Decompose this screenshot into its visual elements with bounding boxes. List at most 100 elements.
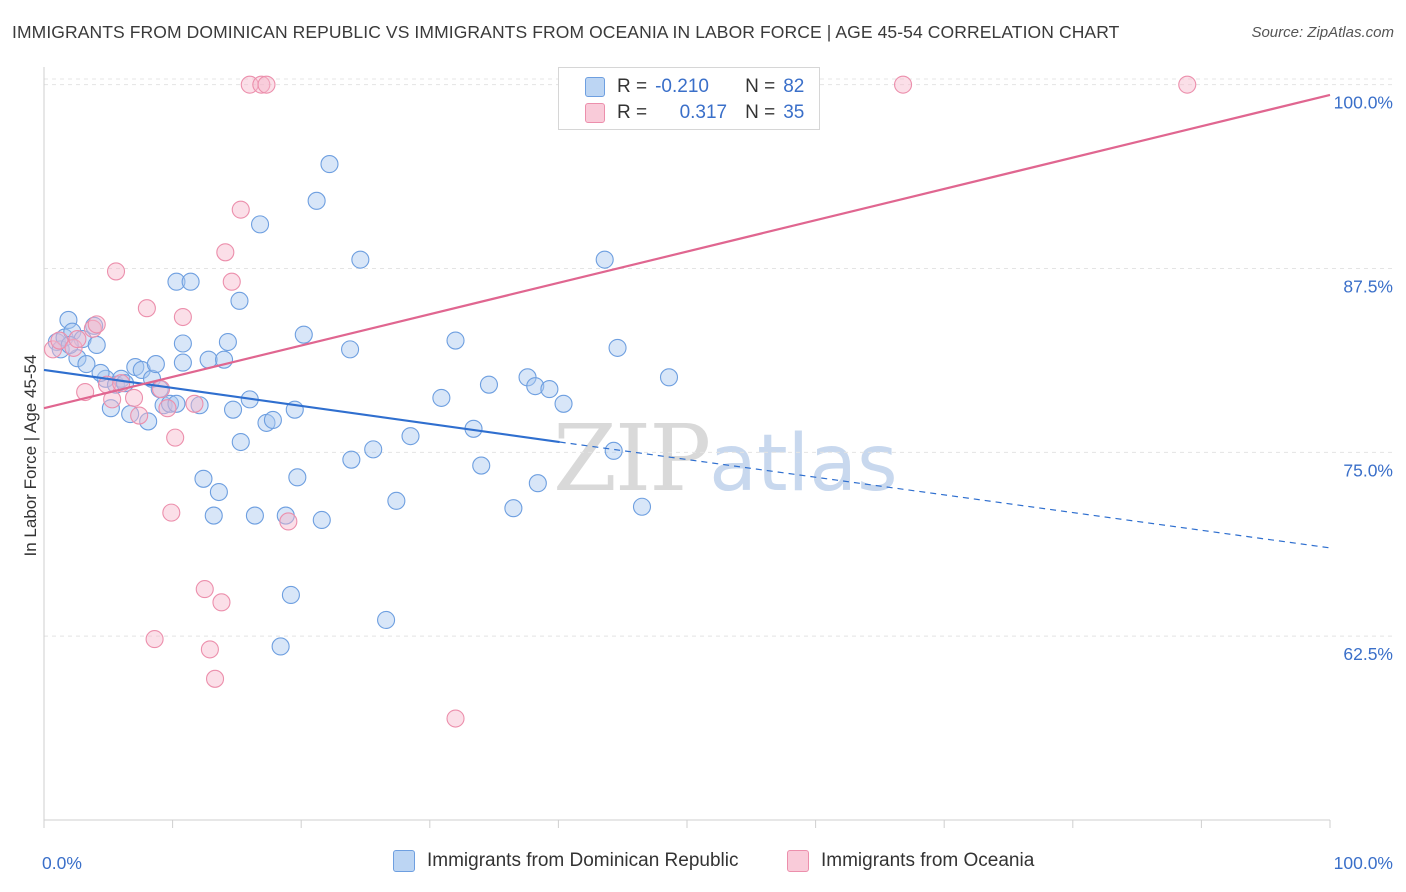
data-point-oceania bbox=[87, 315, 106, 334]
x-tick-label: 0.0% bbox=[42, 853, 82, 873]
series-oceania-points bbox=[43, 75, 1197, 728]
data-point-dominican bbox=[87, 335, 106, 355]
data-point-oceania bbox=[252, 75, 271, 94]
tick-labels: 62.5% 75.0% 87.5% 100.0% 0.0% 100.0% bbox=[42, 93, 1393, 873]
data-point-dominican bbox=[659, 368, 679, 387]
data-point-dominican bbox=[167, 394, 186, 413]
data-point-oceania bbox=[222, 272, 241, 291]
data-point-oceania bbox=[231, 200, 250, 219]
correlation-stats-box: R = -0.210 N = 82 R = 0.317 N = 35 bbox=[558, 67, 820, 130]
data-point-dominican bbox=[432, 388, 451, 407]
data-point-oceania bbox=[50, 331, 69, 350]
data-point-oceania bbox=[257, 75, 276, 94]
data-point-oceania bbox=[68, 330, 87, 349]
data-point-oceania bbox=[893, 75, 913, 94]
data-point-oceania bbox=[130, 406, 149, 425]
data-point-dominican bbox=[288, 468, 307, 487]
y-tick-label: 100.0% bbox=[1334, 93, 1393, 113]
data-point-oceania bbox=[200, 640, 219, 659]
data-point-oceania bbox=[151, 380, 171, 399]
trend-line-oceania bbox=[43, 93, 1331, 410]
data-point-dominican bbox=[231, 432, 250, 452]
y-tick-label: 87.5% bbox=[1343, 276, 1393, 296]
data-point-dominican bbox=[223, 400, 243, 419]
stats-n-label: N = bbox=[745, 102, 776, 123]
y-tick-label: 75.0% bbox=[1343, 460, 1393, 480]
data-point-dominican bbox=[281, 585, 300, 605]
watermark-atlas: atlas bbox=[709, 419, 898, 509]
data-point-oceania bbox=[64, 338, 83, 357]
data-point-dominican bbox=[595, 250, 614, 269]
data-point-oceania bbox=[195, 580, 214, 599]
data-point-oceania bbox=[145, 630, 164, 649]
trend-lines bbox=[43, 93, 1331, 549]
data-point-dominican bbox=[320, 155, 339, 174]
stats-n-label: N = bbox=[745, 76, 776, 97]
legend: Immigrants from Dominican Republic Immig… bbox=[0, 850, 1406, 878]
data-point-oceania bbox=[185, 394, 204, 413]
legend-label-oceania: Immigrants from Oceania bbox=[821, 850, 1035, 871]
legend-item-dominican[interactable]: Immigrants from Dominican Republic bbox=[393, 850, 739, 872]
gridlines bbox=[44, 78, 1392, 637]
data-point-dominican bbox=[146, 355, 165, 374]
y-axis-label: In Labor Force | Age 45-54 bbox=[21, 355, 40, 557]
data-point-dominican bbox=[540, 380, 559, 399]
data-point-dominican bbox=[504, 499, 523, 518]
data-point-oceania bbox=[212, 593, 231, 612]
data-point-dominican bbox=[173, 334, 192, 353]
data-point-dominican bbox=[204, 506, 223, 525]
data-point-oceania bbox=[124, 388, 144, 407]
stats-r-value: -0.210 bbox=[655, 76, 709, 97]
data-point-dominican bbox=[526, 377, 545, 396]
stats-row-oceania: R = 0.317 N = 35 bbox=[585, 101, 804, 125]
stats-n-value: 82 bbox=[783, 76, 805, 97]
data-point-dominican bbox=[68, 349, 87, 368]
data-point-dominican bbox=[341, 340, 360, 359]
data-point-dominican bbox=[312, 510, 331, 530]
data-point-dominican bbox=[77, 355, 96, 374]
data-point-dominican bbox=[307, 191, 326, 210]
axes: In Labor Force | Age 45-54 bbox=[21, 67, 1331, 828]
y-tick-label: 62.5% bbox=[1343, 644, 1393, 664]
data-point-dominican bbox=[194, 469, 213, 488]
data-point-dominican bbox=[139, 412, 158, 431]
stats-swatch-pink bbox=[585, 103, 605, 123]
data-point-dominican bbox=[181, 272, 200, 291]
watermark-zip: ZIP bbox=[553, 405, 711, 512]
chart-title: IMMIGRANTS FROM DOMINICAN REPUBLIC VS IM… bbox=[12, 22, 1120, 42]
data-point-dominican bbox=[604, 441, 623, 460]
data-point-oceania bbox=[446, 709, 465, 728]
data-point-oceania bbox=[162, 503, 181, 522]
data-point-oceania bbox=[1178, 75, 1197, 94]
data-point-oceania bbox=[173, 307, 192, 327]
data-point-oceania bbox=[205, 669, 225, 688]
source-credit: Source: ZipAtlas.com bbox=[1251, 24, 1394, 41]
data-point-dominican bbox=[554, 394, 573, 413]
data-point-oceania bbox=[106, 262, 126, 281]
data-point-dominican bbox=[472, 456, 491, 475]
legend-swatch-pink bbox=[787, 850, 809, 872]
legend-swatch-blue bbox=[393, 850, 415, 872]
data-point-dominican bbox=[294, 325, 313, 344]
data-point-oceania bbox=[279, 512, 298, 531]
data-point-dominican bbox=[401, 427, 420, 446]
data-point-dominican bbox=[230, 291, 249, 310]
data-point-dominican bbox=[528, 474, 547, 493]
data-point-dominican bbox=[632, 497, 652, 516]
data-point-dominican bbox=[59, 310, 78, 330]
data-point-dominican bbox=[479, 375, 499, 394]
legend-item-oceania[interactable]: Immigrants from Oceania bbox=[787, 850, 1034, 872]
stats-r-label: R = bbox=[617, 102, 648, 123]
stats-r-value: 0.317 bbox=[679, 102, 728, 123]
data-point-dominican bbox=[608, 338, 627, 357]
legend-label-dominican: Immigrants from Dominican Republic bbox=[427, 850, 739, 871]
data-point-dominican bbox=[342, 450, 361, 469]
data-point-dominican bbox=[387, 491, 406, 510]
data-point-dominican bbox=[351, 250, 370, 269]
data-point-dominican bbox=[209, 482, 228, 502]
data-point-dominican bbox=[167, 272, 186, 291]
data-point-oceania bbox=[166, 428, 185, 447]
data-point-oceania bbox=[137, 299, 156, 318]
trend-line-dominican-extrapolated bbox=[559, 441, 1331, 549]
